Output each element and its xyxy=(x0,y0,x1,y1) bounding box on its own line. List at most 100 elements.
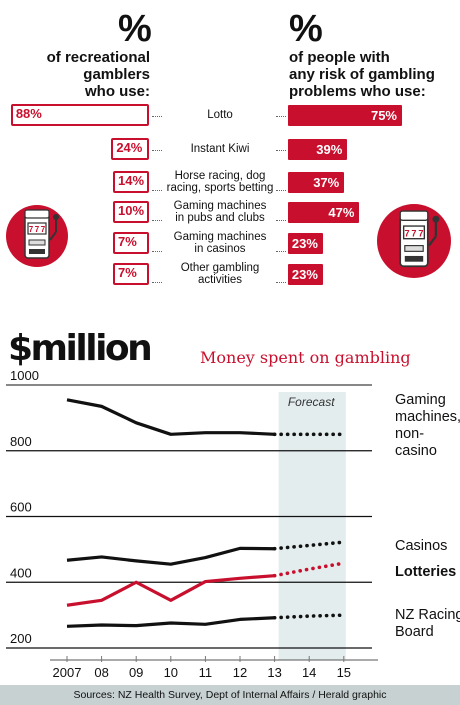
series-label: Casinos xyxy=(395,538,447,554)
recreational-value: 7% xyxy=(118,234,137,249)
at-risk-value: 47% xyxy=(328,205,355,220)
chart-title: Money spent on gambling xyxy=(200,348,411,367)
leader-line xyxy=(152,282,162,283)
series-label: Lotteries xyxy=(395,564,456,580)
series-label: Gaming machines, non-casino xyxy=(395,392,460,459)
source-text: Sources: NZ Health Survey, Dept of Inter… xyxy=(73,689,387,701)
recreational-bar xyxy=(111,138,149,160)
source-footer: Sources: NZ Health Survey, Dept of Inter… xyxy=(0,685,460,705)
series-line xyxy=(66,546,275,566)
category-label: Gaming machines in pubs and clubs xyxy=(160,200,280,224)
at-risk-bar xyxy=(288,172,345,193)
line-chart: Forecast 200 400 600 800 1000 2007 08 09 10 11 12 13… xyxy=(6,370,460,680)
usage-row: 10% 47% Gaming machines in pubs and clubs xyxy=(0,200,460,224)
category-label-line: racing, sports betting xyxy=(166,182,274,194)
left-percent-symbol: % xyxy=(118,8,152,50)
right-heading: of people with any risk of gambling proble… xyxy=(289,49,459,100)
category-label-line: Gaming machines xyxy=(173,231,267,243)
leader-line xyxy=(152,116,162,117)
leader-line xyxy=(152,251,162,252)
at-risk-value: 37% xyxy=(313,175,340,190)
recreational-value: 88% xyxy=(15,106,42,121)
category-label: Horse racing, dog racing, sports betting xyxy=(160,170,280,194)
category-label-line: Lotto xyxy=(207,109,233,121)
left-heading-line: gamblers xyxy=(83,66,150,83)
series-forecast-line xyxy=(272,561,346,578)
category-label-line: in pubs and clubs xyxy=(175,212,265,224)
y-tick-label: 1000 xyxy=(10,370,39,383)
svg-text:7: 7 xyxy=(418,228,423,238)
category-label: Instant Kiwi xyxy=(160,143,280,155)
right-heading-line: of people with xyxy=(289,49,390,66)
category-label-line: Other gambling xyxy=(180,262,260,274)
at-risk-value: 75% xyxy=(370,108,397,123)
recreational-value: 10% xyxy=(118,203,145,218)
series-line xyxy=(66,574,275,607)
y-tick-label: 400 xyxy=(10,565,32,580)
right-heading-line: any risk of gambling xyxy=(289,66,435,83)
leader-line xyxy=(276,282,286,283)
y-tick-label: 600 xyxy=(10,500,32,515)
right-percent-symbol: % xyxy=(289,8,323,50)
category-label: Lotto xyxy=(160,109,280,121)
at-risk-value: 39% xyxy=(316,142,343,157)
recreational-bar xyxy=(113,171,149,193)
recreational-bar xyxy=(113,232,149,254)
at-risk-bar xyxy=(288,264,323,285)
category-label-line: activities xyxy=(197,274,243,286)
series-line xyxy=(66,616,275,628)
series-line xyxy=(66,398,275,436)
forecast-band xyxy=(278,392,346,660)
svg-text:7: 7 xyxy=(29,225,34,234)
series-forecast-line xyxy=(272,613,346,620)
svg-text:7: 7 xyxy=(35,225,40,234)
usage-row: 14% 37% Horse racing, dog racing, sports be… xyxy=(0,170,460,194)
leader-line xyxy=(152,150,162,151)
usage-row: 88% 75% Lotto xyxy=(0,103,460,127)
section-title: $million xyxy=(8,328,153,369)
at-risk-bar xyxy=(288,105,402,126)
x-tick-label: 13 xyxy=(267,665,281,680)
category-label-line: Gaming machines xyxy=(173,200,267,212)
leader-line xyxy=(276,190,286,191)
at-risk-value: 23% xyxy=(291,267,318,282)
svg-text:7: 7 xyxy=(405,228,410,238)
right-heading-line: problems who use: xyxy=(289,83,426,100)
at-risk-bar xyxy=(288,202,360,223)
svg-text:7: 7 xyxy=(41,225,46,234)
category-label: Gaming machines in casinos xyxy=(160,231,280,255)
leader-line xyxy=(152,190,162,191)
forecast-label: Forecast xyxy=(288,395,335,409)
x-tick-label: 08 xyxy=(94,665,108,680)
y-tick-label: 800 xyxy=(10,434,32,449)
category-label-line: in casinos xyxy=(194,243,246,255)
at-risk-value: 23% xyxy=(291,236,318,251)
series-label: NZ Racing Board xyxy=(395,607,460,640)
at-risk-bar xyxy=(288,233,323,254)
recreational-value: 7% xyxy=(118,265,137,280)
x-tick-label: 09 xyxy=(129,665,143,680)
x-tick-label: 10 xyxy=(164,665,178,680)
x-tick-label: 15 xyxy=(337,665,351,680)
x-tick-label: 14 xyxy=(302,665,316,680)
leader-line xyxy=(276,150,286,151)
usage-row: 24% 39% Instant Kiwi xyxy=(0,137,460,161)
recreational-bar xyxy=(113,263,149,285)
left-heading-line: of recreational xyxy=(46,49,150,66)
category-label-line: Horse racing, dog xyxy=(174,170,266,182)
recreational-bar xyxy=(10,104,149,126)
x-tick-label: 12 xyxy=(233,665,247,680)
usage-row: 7% 23% Gaming machines in casinos xyxy=(0,231,460,255)
recreational-bar xyxy=(113,201,149,223)
category-label-line: Instant Kiwi xyxy=(190,143,250,155)
at-risk-bar xyxy=(288,139,348,160)
leader-line xyxy=(276,116,286,117)
left-heading-line: who use: xyxy=(84,83,150,100)
left-heading: of recreational gamblers who use: xyxy=(20,49,150,100)
x-tick-label: 11 xyxy=(199,665,213,680)
